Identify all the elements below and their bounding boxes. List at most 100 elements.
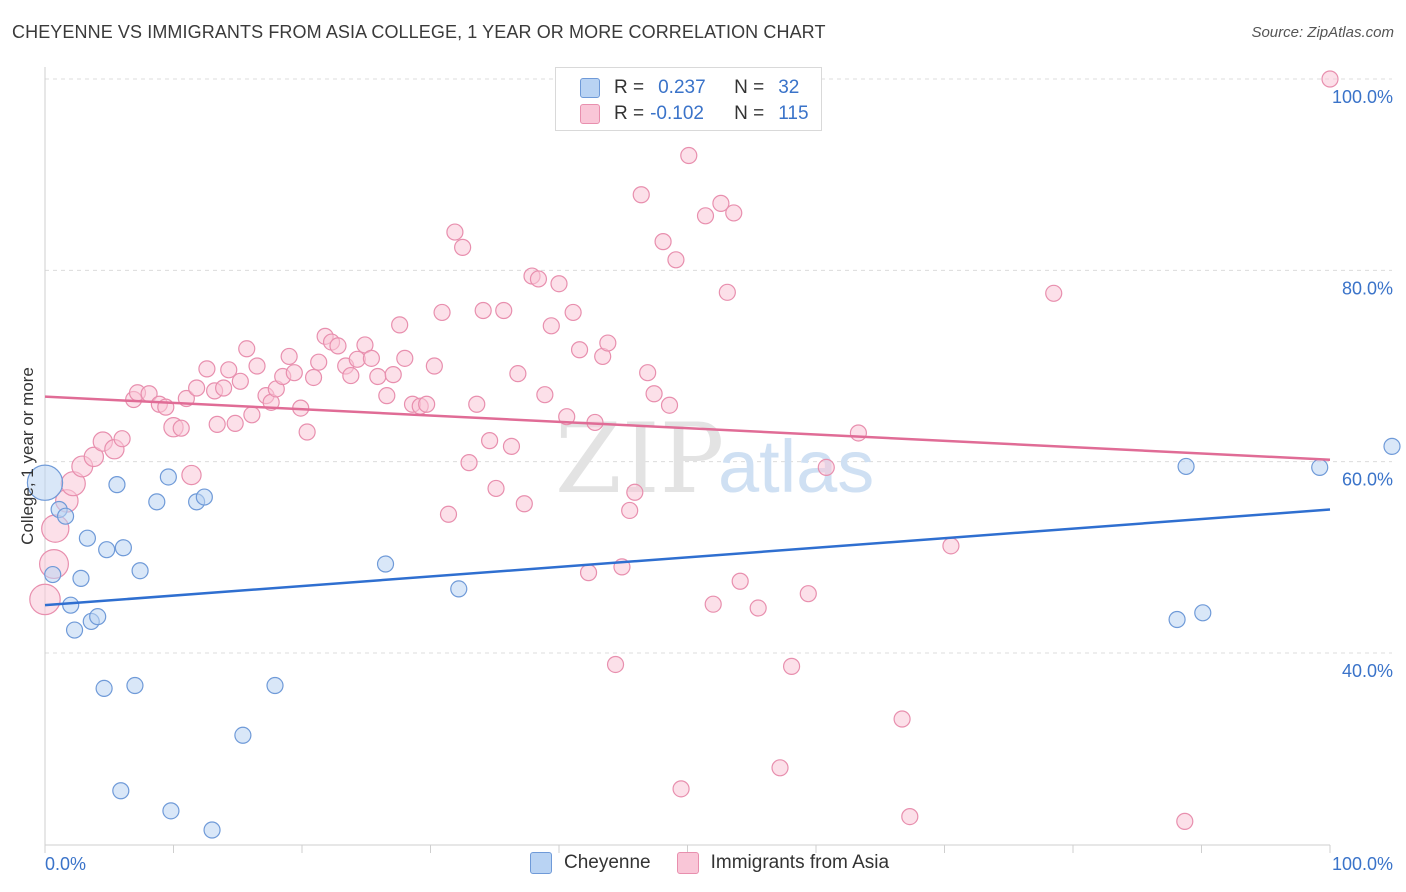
cheyenne-point: [114, 539, 132, 557]
cheyenne-point: [65, 621, 84, 639]
immigrants-point: [502, 437, 521, 455]
cheyenne-point: [44, 565, 62, 584]
immigrants-point: [198, 360, 216, 378]
x-tick-label: 0.0%: [45, 854, 86, 874]
immigrants-point: [564, 303, 582, 322]
y-tick-label: 60.0%: [1342, 470, 1393, 490]
series-cheyenne: [26, 437, 1401, 839]
immigrants-swatch: [580, 104, 600, 124]
immigrants-point: [342, 366, 360, 385]
cheyenne-point: [450, 580, 468, 598]
immigrants-point: [606, 655, 625, 674]
immigrants-legend-label: Immigrants from Asia: [710, 852, 890, 873]
cheyenne-point: [108, 476, 126, 494]
immigrants-point: [579, 564, 598, 582]
immigrants-point: [529, 270, 548, 288]
immigrants-point: [181, 464, 202, 486]
cheyenne-point: [26, 464, 64, 501]
immigrants-point: [369, 367, 387, 386]
immigrants-point: [468, 395, 486, 413]
immigrants-point: [460, 454, 478, 472]
immigrants-point: [248, 357, 266, 375]
immigrants-point: [384, 366, 402, 384]
cheyenne-point: [126, 676, 144, 695]
immigrants-point: [645, 385, 663, 403]
axes: [44, 67, 1331, 853]
immigrants-point: [446, 223, 464, 241]
immigrants-point: [215, 379, 233, 397]
immigrants-point: [231, 372, 249, 390]
immigrants-point: [433, 303, 451, 322]
cheyenne-point: [1168, 610, 1186, 629]
cheyenne-point: [98, 541, 116, 559]
immigrants-point: [817, 458, 835, 477]
immigrants-point: [487, 479, 505, 498]
cheyenne-point: [234, 726, 252, 744]
immigrants-point: [749, 599, 767, 617]
immigrants-n-value: 115: [778, 103, 809, 124]
immigrants-point: [208, 415, 226, 433]
immigrants-point: [626, 483, 644, 501]
immigrants-point: [599, 334, 617, 352]
immigrants-point: [799, 585, 817, 603]
immigrants-point: [304, 368, 323, 387]
immigrants-point: [280, 347, 298, 366]
cheyenne-trend-line: [44, 508, 1331, 607]
immigrants-point: [310, 353, 328, 371]
cheyenne-r-value: 0.237: [658, 77, 706, 98]
tick-labels: 40.0% 60.0% 80.0% 100.0% 0.0% 100.0%: [45, 87, 1393, 874]
watermark-atlas: atlas: [718, 425, 874, 508]
immigrants-point: [680, 146, 698, 165]
cheyenne-legend-label: Cheyenne: [564, 852, 651, 873]
immigrants-point: [495, 301, 513, 320]
legend-row-immigrants: R = -0.102 N = 115: [580, 102, 809, 126]
cheyenne-point: [89, 608, 107, 626]
r-label: R =: [614, 77, 645, 98]
cheyenne-point: [78, 529, 97, 547]
immigrants-point: [718, 283, 736, 301]
immigrants-point: [285, 364, 303, 382]
trend-lines: [44, 395, 1331, 607]
x-tick-label: 100.0%: [1332, 854, 1393, 874]
immigrants-point: [172, 419, 190, 437]
immigrants-r-value: -0.102: [650, 103, 704, 124]
immigrants-point: [849, 424, 868, 442]
cheyenne-legend-swatch: [530, 852, 552, 874]
immigrants-point: [298, 423, 316, 441]
immigrants-point: [329, 337, 347, 355]
immigrants-point: [672, 780, 690, 798]
cheyenne-point: [56, 507, 75, 525]
source-credit: Source: ZipAtlas.com: [1251, 24, 1394, 41]
cheyenne-point: [195, 488, 213, 506]
immigrants-point: [893, 710, 911, 728]
immigrants-point: [439, 505, 458, 523]
cheyenne-point: [148, 493, 166, 511]
immigrants-point: [454, 238, 472, 256]
series-immigrants-from-asia: [29, 70, 1339, 830]
cheyenne-point: [1383, 437, 1401, 455]
watermark: ZIP atlas: [555, 403, 874, 515]
series-legend: Cheyenne Immigrants from Asia: [530, 852, 915, 874]
immigrants-point: [243, 406, 261, 424]
immigrants-point: [942, 537, 960, 555]
immigrants-point: [570, 341, 589, 359]
immigrants-point: [226, 414, 244, 432]
y-axis-label: College, 1 year or more: [18, 367, 37, 545]
y-tick-label: 80.0%: [1342, 278, 1393, 298]
cheyenne-point: [1311, 458, 1329, 477]
immigrants-point: [474, 301, 492, 320]
cheyenne-point: [1177, 457, 1195, 476]
cheyenne-point: [1194, 604, 1212, 622]
cheyenne-swatch: [580, 78, 600, 98]
immigrants-point: [639, 364, 657, 382]
immigrants-point: [660, 396, 679, 414]
immigrants-point: [558, 408, 576, 426]
n-label: N =: [734, 103, 765, 124]
chart-title: CHEYENNE VS IMMIGRANTS FROM ASIA COLLEGE…: [12, 22, 826, 42]
immigrants-point: [188, 379, 206, 397]
immigrants-point: [782, 657, 801, 675]
immigrants-point: [536, 386, 554, 404]
immigrants-point: [391, 316, 409, 334]
cheyenne-point: [72, 569, 90, 587]
y-tick-label: 100.0%: [1332, 87, 1393, 107]
